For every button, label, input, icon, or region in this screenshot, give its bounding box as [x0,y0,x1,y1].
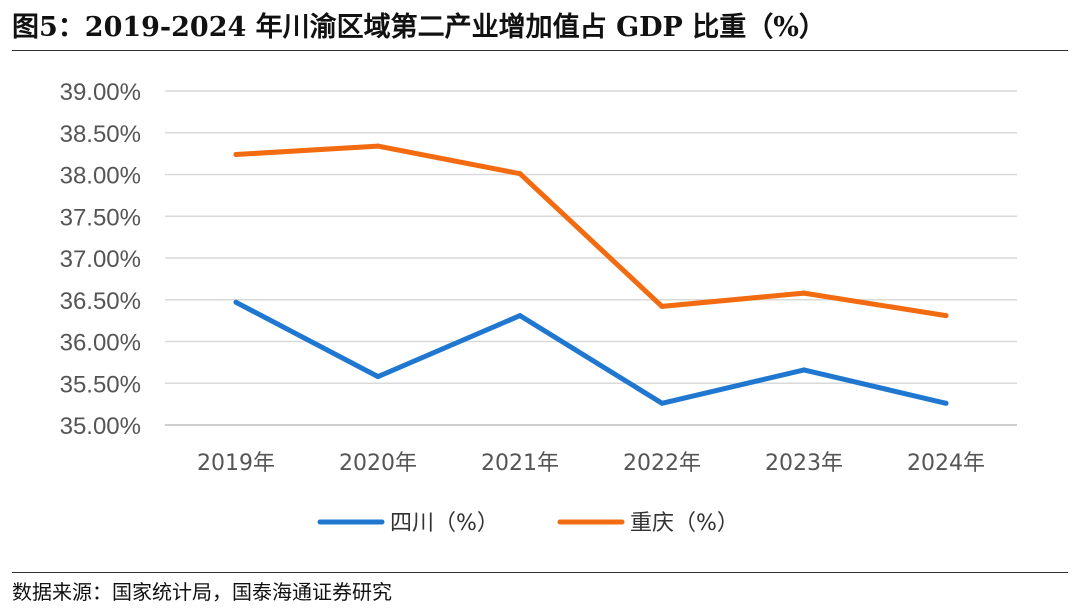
y-tick-label: 38.50% [60,121,141,148]
data-point [943,313,949,319]
series-line-sichuan [233,299,949,406]
data-point [517,171,523,177]
data-point [517,313,523,319]
data-point [375,143,381,149]
data-point [659,400,665,406]
footer-divider [12,572,1068,573]
x-tick-label: 2020年 [339,451,417,476]
legend: 四川（%） 重庆（%） [317,511,739,536]
y-axis-ticks: 35.00% 35.50% 36.00% 36.50% 37.00% 37.50% 38.0… [60,79,141,440]
y-tick-label: 36.00% [60,330,141,357]
x-axis: 2019年 2020年 2021年 2022年 2023年 2024年 [165,424,1017,476]
data-point [801,290,807,296]
y-tick-label: 36.50% [60,288,141,315]
y-tick-label: 37.50% [60,204,141,231]
legend-label: 四川（%） [390,511,499,536]
data-point [233,151,239,157]
series-lines [233,143,949,406]
x-tick-label: 2023年 [765,451,843,476]
figure-title: 图5：2019-2024 年川渝区域第二产业增加值占 GDP 比重（%） [12,12,826,43]
y-tick-label: 35.00% [60,413,141,440]
y-tick-label: 35.50% [60,371,141,398]
data-point [801,367,807,373]
legend-label: 重庆（%） [630,511,739,536]
y-tick-label: 38.00% [60,163,141,190]
y-tick-label: 37.00% [60,246,141,273]
x-tick-label: 2024年 [907,451,985,476]
data-point [659,303,665,309]
x-tick-label: 2022年 [623,451,701,476]
data-source-note: 数据来源：国家统计局，国泰海通证券研究 [12,580,392,604]
x-tick-label: 2019年 [197,451,275,476]
data-point [233,299,239,305]
y-tick-label: 39.00% [60,79,141,106]
title-divider [12,50,1068,51]
x-tick-label: 2021年 [481,451,559,476]
series-line-chongqing [233,143,949,319]
data-point [943,400,949,406]
data-point [375,374,381,380]
